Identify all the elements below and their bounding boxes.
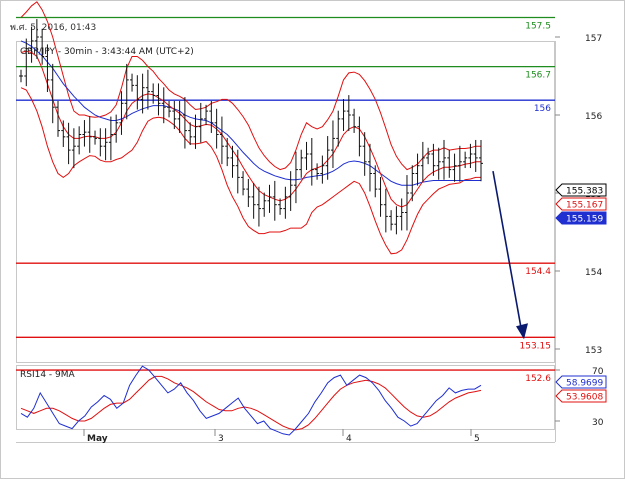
rsi-chart-title: RSI14 - 9MA xyxy=(20,370,76,380)
bollinger-lower-line xyxy=(20,87,481,255)
level-label-4: 153.15 xyxy=(520,341,552,351)
rsi-lines xyxy=(20,365,482,436)
price-tick-label-3: 154 xyxy=(585,268,602,278)
rsi-panel[interactable] xyxy=(16,365,555,430)
forecast-arrow xyxy=(492,170,528,340)
forecast-arrow-head xyxy=(516,323,528,340)
price-badge-label-1: 155.167 xyxy=(566,201,603,211)
rsi-ma-line xyxy=(20,375,482,431)
price-badge-label-0: 155.383 xyxy=(566,187,603,197)
value-badges: 155.383 155.167 155.159 58.9699 53.9608 xyxy=(555,183,607,403)
price-tick-label-1: 156 xyxy=(585,112,602,122)
price-badge-0 xyxy=(555,183,607,197)
price-badge-2 xyxy=(555,211,607,225)
rsi-line xyxy=(20,365,482,436)
rsi-badge-0 xyxy=(555,375,607,389)
price-badge-label-2: 155.159 xyxy=(566,215,603,225)
forecast-arrow-shaft xyxy=(492,170,523,334)
bollinger-bands xyxy=(20,1,481,255)
time-tick-label-2: 4 xyxy=(346,434,352,444)
x-axis: May 3 4 5 xyxy=(83,429,480,444)
blue-moving-average-line xyxy=(20,40,481,186)
timestamp-label: พ.ศ. 5, 2016, 01:43 xyxy=(10,23,96,33)
level-label-3: 154.4 xyxy=(525,267,551,277)
rsi-tick-label-0: 70 xyxy=(592,367,604,377)
level-label-1: 156.7 xyxy=(525,71,551,81)
rsi-badge-label-1: 53.9608 xyxy=(566,393,603,403)
bollinger-upper-line xyxy=(20,1,481,171)
price-badge-1 xyxy=(555,197,607,211)
level-label-5: 152.6 xyxy=(525,374,551,384)
rsi-tick-label-1: 30 xyxy=(592,418,604,428)
moving-averages xyxy=(20,40,481,208)
support-resistance-levels: 157.5 156.7 156 154.4 153.15 152.6 xyxy=(16,16,555,384)
rsi-badge-1 xyxy=(555,389,607,403)
price-tick-label-0: 157 xyxy=(585,34,602,44)
price-tick-label-4: 153 xyxy=(585,346,602,356)
red-moving-average-line xyxy=(20,50,481,208)
rsi-badge-label-0: 58.9699 xyxy=(566,379,603,389)
level-label-0: 157.5 xyxy=(525,22,551,32)
level-label-2: 156 xyxy=(534,104,551,114)
price-chart-title: GBP/JPY - 30min - 3:43:44 AM (UTC+2) xyxy=(20,47,194,57)
time-tick-label-1: 3 xyxy=(218,434,224,444)
ohlc-bars xyxy=(19,19,483,235)
time-tick-label-3: 5 xyxy=(474,434,480,444)
time-tick-label-0: May xyxy=(87,434,108,444)
